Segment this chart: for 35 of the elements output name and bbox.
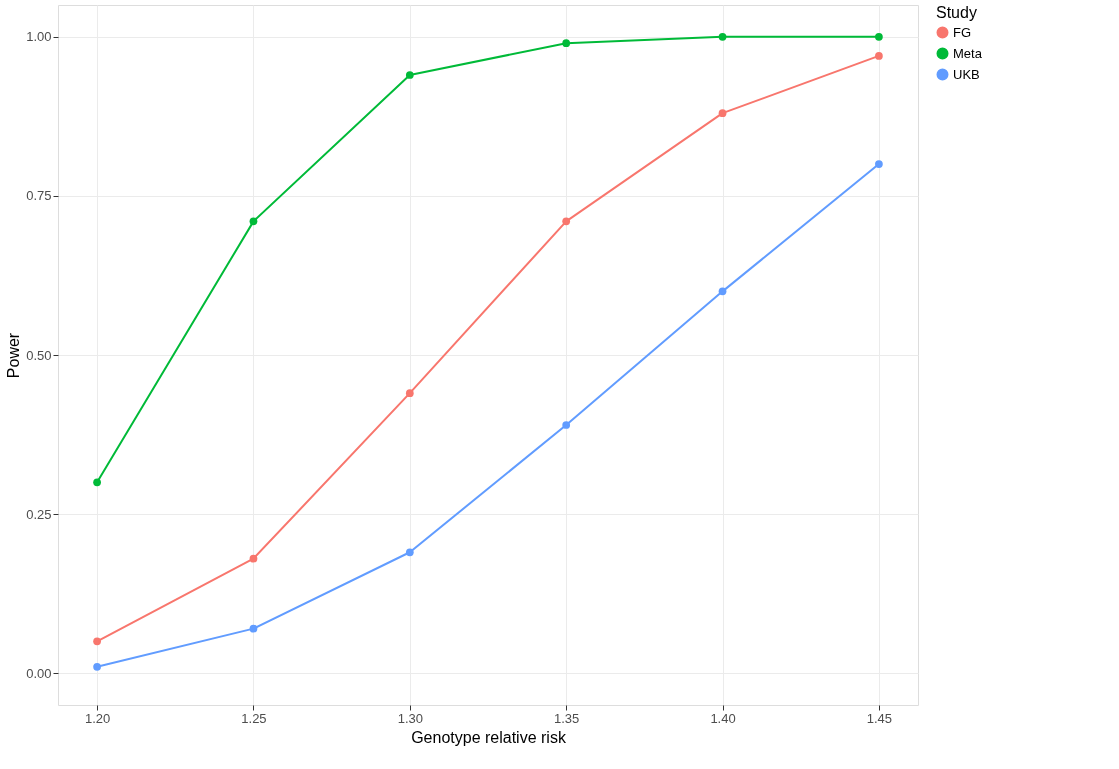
legend-label: UKB — [953, 66, 980, 82]
point — [405, 548, 414, 557]
y-tick-label: 0.25 — [26, 506, 52, 522]
point — [875, 160, 883, 168]
y-axis-title: Power — [5, 332, 23, 379]
point — [249, 554, 258, 563]
legend-title: Study — [936, 4, 977, 21]
y-tick-label: 0.75 — [26, 188, 52, 204]
point — [562, 39, 571, 48]
point — [93, 662, 101, 671]
x-axis-title: Genotype relative risk — [411, 728, 567, 746]
x-tick-label: 1.20 — [84, 710, 111, 726]
point — [93, 637, 101, 646]
y-tick-label: 1.00 — [26, 29, 52, 45]
point — [875, 52, 883, 60]
point — [718, 287, 727, 296]
x-tick-label: 1.30 — [397, 710, 423, 726]
point — [562, 217, 571, 226]
point — [875, 32, 883, 41]
point — [718, 32, 727, 41]
x-tick-label: 1.35 — [554, 710, 580, 726]
point — [249, 624, 258, 633]
point — [249, 217, 258, 226]
x-tick-label: 1.40 — [710, 710, 736, 726]
legend-label: FG — [953, 24, 972, 40]
y-tick-label: 0.00 — [26, 665, 52, 681]
x-tick-label: 1.45 — [866, 710, 893, 726]
point — [562, 421, 571, 429]
point — [93, 478, 101, 487]
point — [405, 71, 414, 79]
point — [718, 109, 727, 118]
x-tick-label: 1.25 — [241, 710, 267, 726]
point — [405, 389, 414, 398]
legend-label: Meta — [953, 45, 983, 61]
y-tick-label: 0.50 — [26, 347, 52, 363]
